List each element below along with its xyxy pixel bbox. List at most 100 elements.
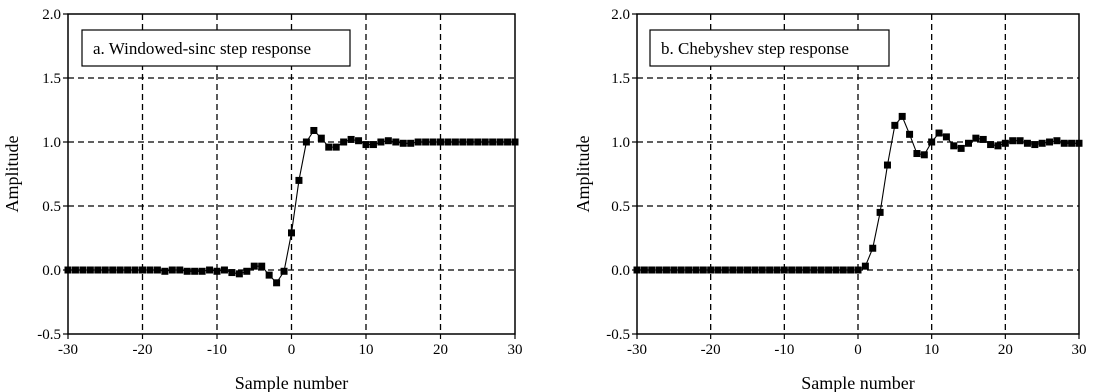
data-point bbox=[648, 266, 656, 274]
data-point bbox=[511, 138, 519, 146]
data-point bbox=[243, 267, 251, 275]
data-point bbox=[883, 161, 891, 169]
data-point bbox=[1053, 137, 1061, 145]
y-tick-label: 0.5 bbox=[42, 199, 61, 215]
y-tick-label: 1.0 bbox=[611, 135, 630, 151]
data-point bbox=[235, 270, 243, 278]
y-tick-label: 0.0 bbox=[611, 263, 630, 279]
y-tick-label: 2.0 bbox=[42, 7, 61, 23]
data-point bbox=[1075, 139, 1083, 147]
data-point bbox=[362, 141, 370, 149]
data-point bbox=[228, 269, 236, 277]
y-tick-label: 1.0 bbox=[42, 135, 61, 151]
data-point bbox=[168, 266, 176, 274]
data-point bbox=[64, 266, 72, 274]
x-tick-label: 0 bbox=[288, 342, 296, 358]
y-tick-label: 1.5 bbox=[611, 71, 630, 87]
data-point bbox=[489, 138, 497, 146]
x-tick-label: -10 bbox=[207, 342, 227, 358]
data-point bbox=[474, 138, 482, 146]
data-point bbox=[1038, 139, 1046, 147]
data-point bbox=[736, 266, 744, 274]
y-tick-label: -0.5 bbox=[37, 327, 61, 343]
data-point bbox=[994, 142, 1002, 150]
data-point bbox=[751, 266, 759, 274]
chart-panel-a: -30 -20 -10 0 10 20 30 -0.5 0.0 0.5 1.0 1.5 2.0 Sampl… bbox=[2, 7, 523, 392]
y-tick-label: -0.5 bbox=[606, 327, 630, 343]
data-point bbox=[847, 266, 855, 274]
data-point bbox=[1009, 137, 1017, 145]
data-point bbox=[707, 266, 715, 274]
data-point bbox=[795, 266, 803, 274]
data-point bbox=[116, 266, 124, 274]
data-point bbox=[317, 134, 325, 142]
data-point bbox=[1068, 139, 1076, 147]
data-point bbox=[302, 138, 310, 146]
data-point bbox=[802, 266, 810, 274]
x-axis-label: Sample number bbox=[235, 373, 348, 392]
data-point bbox=[729, 266, 737, 274]
data-point bbox=[191, 267, 199, 275]
data-point bbox=[810, 266, 818, 274]
x-tick-label: 20 bbox=[433, 342, 448, 358]
chart-title: b. Chebyshev step response bbox=[661, 39, 849, 58]
x-tick-label: 30 bbox=[508, 342, 523, 358]
data-point bbox=[273, 279, 281, 287]
data-point bbox=[392, 138, 400, 146]
title-box bbox=[649, 29, 890, 67]
data-point bbox=[839, 266, 847, 274]
x-tick-label: -20 bbox=[133, 342, 153, 358]
data-point bbox=[972, 134, 980, 142]
data-point bbox=[832, 266, 840, 274]
x-tick-label: 10 bbox=[924, 342, 939, 358]
data-point bbox=[258, 262, 266, 270]
x-tick-label: 0 bbox=[854, 342, 862, 358]
data-point bbox=[414, 138, 422, 146]
data-point bbox=[79, 266, 87, 274]
x-tick-label: 10 bbox=[359, 342, 374, 358]
data-point bbox=[451, 138, 459, 146]
series-markers bbox=[64, 126, 519, 287]
data-point bbox=[444, 138, 452, 146]
data-point bbox=[176, 266, 184, 274]
data-point bbox=[153, 266, 161, 274]
x-tick-label: -30 bbox=[58, 342, 78, 358]
data-point bbox=[928, 138, 936, 146]
data-point bbox=[422, 138, 430, 146]
data-point bbox=[655, 266, 663, 274]
data-point bbox=[788, 266, 796, 274]
data-point bbox=[1016, 137, 1024, 145]
x-tick-label: -20 bbox=[701, 342, 721, 358]
data-point bbox=[920, 151, 928, 159]
x-axis-label: Sample number bbox=[801, 373, 914, 392]
data-point bbox=[280, 267, 288, 275]
data-point bbox=[437, 138, 444, 146]
data-point bbox=[139, 266, 146, 274]
data-point bbox=[146, 266, 154, 274]
data-point bbox=[662, 266, 670, 274]
data-point bbox=[876, 208, 884, 216]
data-point bbox=[183, 267, 191, 275]
data-point bbox=[109, 266, 117, 274]
data-point bbox=[213, 267, 221, 275]
y-tick-label: 0.0 bbox=[42, 263, 61, 279]
data-point bbox=[773, 266, 781, 274]
data-point bbox=[869, 244, 877, 252]
data-point bbox=[906, 130, 914, 138]
data-point bbox=[101, 266, 109, 274]
data-point bbox=[817, 266, 825, 274]
data-point bbox=[670, 266, 678, 274]
y-tick-label: 0.5 bbox=[611, 199, 630, 215]
data-point bbox=[71, 266, 79, 274]
gridlines bbox=[637, 14, 1079, 334]
data-point bbox=[399, 139, 407, 147]
data-point bbox=[987, 141, 995, 149]
data-point bbox=[1060, 139, 1068, 147]
data-point bbox=[913, 150, 921, 158]
data-point bbox=[369, 141, 377, 149]
y-axis-label: Amplitude bbox=[573, 135, 593, 212]
data-point bbox=[332, 143, 340, 151]
data-point bbox=[347, 135, 355, 143]
data-point bbox=[677, 266, 685, 274]
data-point bbox=[295, 176, 303, 184]
